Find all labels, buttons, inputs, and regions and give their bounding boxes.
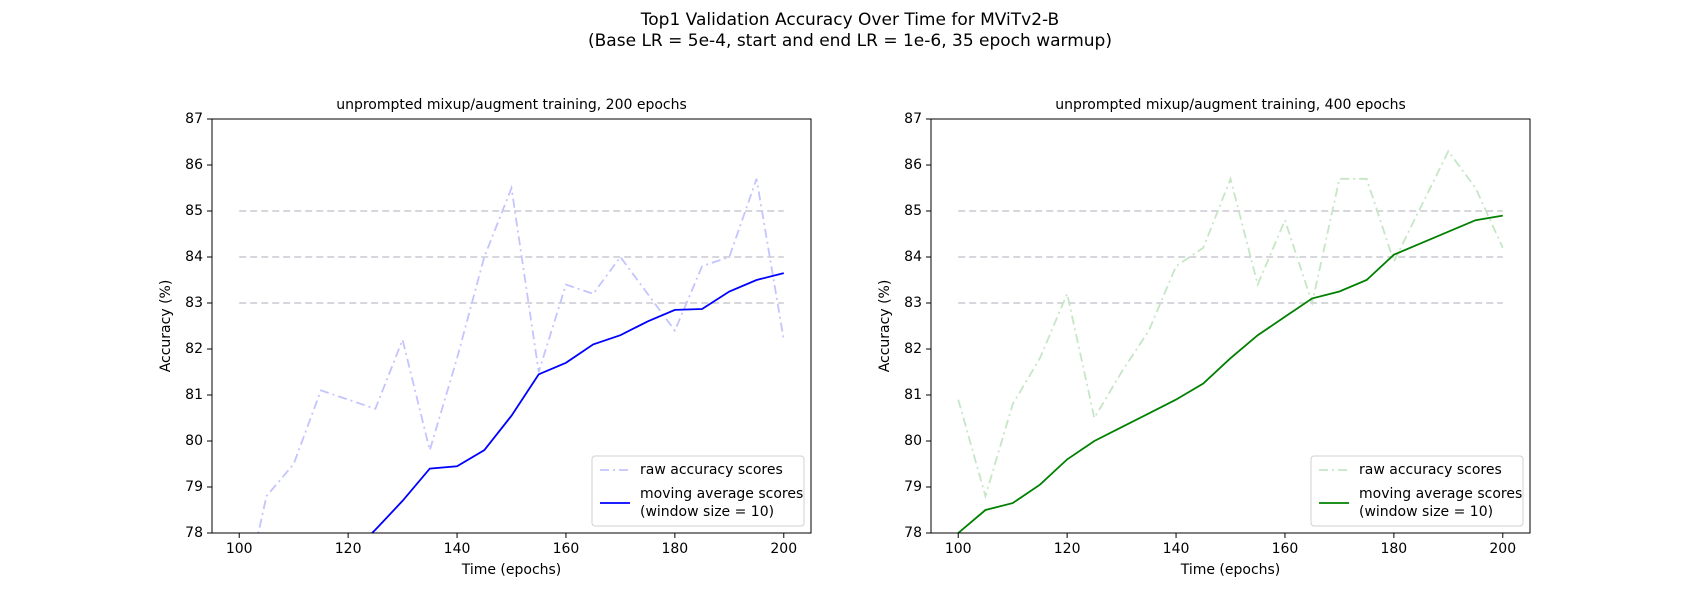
x-tick-label: 200: [770, 541, 797, 557]
series-line: [957, 214, 1503, 533]
plot-area: [239, 178, 785, 533]
y-tick-label: 84: [185, 249, 203, 265]
x-tick-label: 100: [226, 541, 253, 557]
y-tick-label: 83: [185, 295, 203, 311]
y-axis-label: Accuracy (%): [877, 280, 893, 373]
x-tick-label: 160: [553, 541, 580, 557]
y-tick-label: 87: [904, 111, 922, 127]
legend-label: moving average scores (window size = 10): [1359, 486, 1522, 520]
legend-label: raw accuracy scores: [1359, 462, 1502, 478]
chart-title: unprompted mixup/augment training, 200 e…: [336, 97, 687, 113]
figure-title: Top1 Validation Accuracy Over Time for M…: [640, 10, 1059, 30]
plot-area: [957, 149, 1504, 533]
y-tick-label: 78: [904, 525, 922, 541]
x-axis-label: Time (epochs): [461, 562, 562, 578]
axes-frame: [211, 118, 812, 534]
x-tick-label: 160: [1272, 541, 1299, 557]
y-tick-label: 86: [904, 157, 922, 173]
x-axis-label: Time (epochs): [1180, 562, 1281, 578]
series-line: [957, 149, 1504, 500]
y-tick-label: 83: [904, 295, 922, 311]
y-axis-label: Accuracy (%): [158, 280, 174, 373]
x-tick-label: 120: [1054, 541, 1081, 557]
series-line: [370, 272, 784, 533]
axes-frame: [930, 118, 1531, 534]
x-tick-label: 100: [945, 541, 972, 557]
legend-box: [591, 455, 805, 527]
x-tick-label: 200: [1489, 541, 1516, 557]
y-tick-label: 86: [185, 157, 203, 173]
x-tick-label: 180: [1380, 541, 1407, 557]
y-tick-label: 78: [185, 525, 203, 541]
legend-label: raw accuracy scores: [640, 462, 783, 478]
y-tick-label: 85: [185, 203, 203, 219]
y-tick-label: 87: [185, 111, 203, 127]
legend-box: [1310, 455, 1524, 527]
x-tick-label: 180: [661, 541, 688, 557]
figure-subtitle: (Base LR = 5e-4, start and end LR = 1e-6…: [588, 31, 1112, 51]
y-tick-label: 79: [904, 479, 922, 495]
y-tick-label: 82: [185, 341, 203, 357]
y-tick-label: 80: [904, 433, 922, 449]
x-tick-label: 140: [444, 541, 471, 557]
y-tick-label: 82: [904, 341, 922, 357]
chart-title: unprompted mixup/augment training, 400 e…: [1055, 97, 1406, 113]
x-tick-label: 140: [1163, 541, 1190, 557]
series-line: [257, 178, 785, 533]
x-tick-label: 120: [335, 541, 362, 557]
y-tick-label: 84: [904, 249, 922, 265]
y-tick-label: 79: [185, 479, 203, 495]
y-tick-label: 85: [904, 203, 922, 219]
y-tick-label: 81: [185, 387, 203, 403]
legend-label: moving average scores (window size = 10): [640, 486, 803, 520]
y-tick-label: 81: [904, 387, 922, 403]
y-tick-label: 80: [185, 433, 203, 449]
